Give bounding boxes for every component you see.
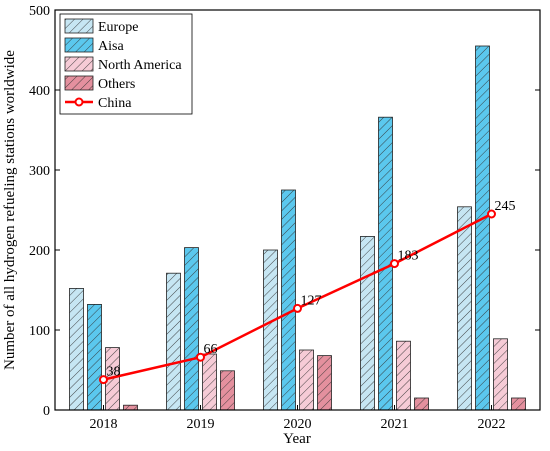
x-axis-title: Year bbox=[283, 431, 311, 446]
y-tick-label: 0 bbox=[43, 404, 50, 419]
bar-europe-2019 bbox=[166, 272, 181, 411]
data-label-china: 183 bbox=[398, 249, 419, 264]
legend: Europe Aisa North America Others China bbox=[59, 13, 193, 115]
legend-label-north-america: North America bbox=[98, 58, 182, 73]
legend-swatch-north-america bbox=[64, 56, 94, 72]
legend-label-others: Others bbox=[98, 77, 135, 92]
bar-aisa-2019 bbox=[184, 247, 199, 411]
point-china-2022 bbox=[487, 209, 496, 219]
bar-north-america-2021 bbox=[396, 340, 411, 411]
bar-others-2021 bbox=[414, 397, 429, 411]
bar-others-2019 bbox=[220, 370, 235, 411]
bar-europe-2018 bbox=[69, 287, 84, 411]
x-tick-label: 2019 bbox=[187, 417, 215, 432]
bar-aisa-2022 bbox=[475, 45, 490, 411]
point-china-2018 bbox=[99, 375, 108, 385]
x-tick-label: 2022 bbox=[478, 417, 506, 432]
legend-swatch-europe bbox=[64, 18, 94, 34]
y-tick-label: 200 bbox=[29, 244, 50, 259]
y-axis-title: Number of all hydrogen refueling station… bbox=[2, 50, 18, 370]
point-china-2021 bbox=[390, 259, 399, 269]
point-china-2020 bbox=[293, 303, 302, 313]
bar-europe-2020 bbox=[263, 249, 278, 411]
bar-aisa-2020 bbox=[281, 189, 296, 411]
x-tick-label: 2020 bbox=[284, 417, 312, 432]
y-tick-label: 100 bbox=[29, 324, 50, 339]
bar-europe-2022 bbox=[457, 206, 472, 411]
legend-label-china: China bbox=[98, 96, 132, 111]
data-label-china: 38 bbox=[107, 365, 121, 380]
data-label-china: 127 bbox=[301, 293, 322, 308]
data-label-china: 66 bbox=[204, 342, 218, 357]
y-tick-label: 300 bbox=[29, 164, 50, 179]
bar-others-2020 bbox=[317, 355, 332, 411]
bar-others-2022 bbox=[511, 397, 526, 411]
x-tick-label: 2018 bbox=[90, 417, 118, 432]
bar-north-america-2020 bbox=[299, 349, 314, 411]
bar-europe-2021 bbox=[360, 235, 375, 411]
legend-label-aisa: Aisa bbox=[98, 39, 124, 54]
bar-north-america-2022 bbox=[493, 338, 508, 411]
legend-label-europe: Europe bbox=[98, 20, 138, 35]
data-label-china: 245 bbox=[495, 199, 516, 214]
legend-swatch-others bbox=[64, 75, 94, 91]
x-tick-label: 2021 bbox=[381, 417, 409, 432]
y-tick-label: 500 bbox=[29, 4, 50, 19]
bar-aisa-2018 bbox=[87, 303, 102, 411]
legend-marker-china bbox=[74, 97, 84, 107]
y-tick-label: 400 bbox=[29, 84, 50, 99]
bar-north-america-2019 bbox=[202, 353, 217, 411]
bar-others-2018 bbox=[123, 404, 138, 411]
legend-swatch-aisa bbox=[64, 37, 94, 53]
point-china-2019 bbox=[196, 352, 205, 362]
line-china bbox=[103, 212, 493, 381]
